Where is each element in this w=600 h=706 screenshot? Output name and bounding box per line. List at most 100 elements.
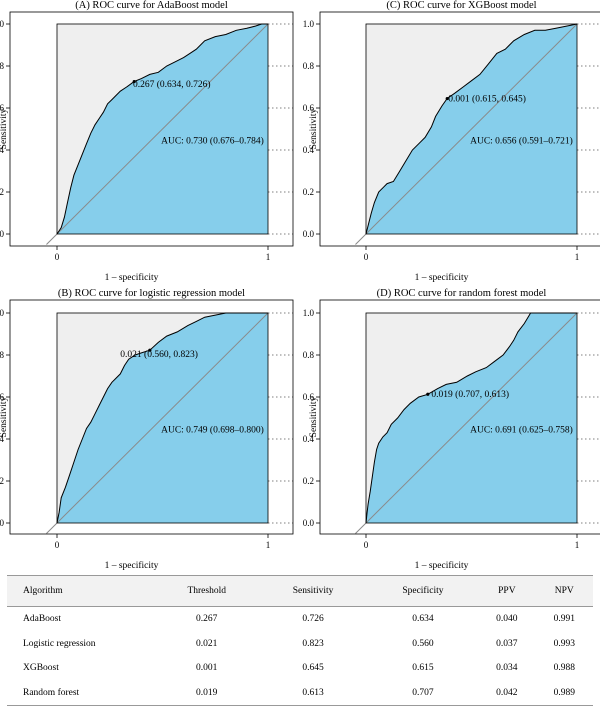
roc-panel-b: 0.0 0.2 0.4 0.6 0.8 1.0 0 1 (B) ROC curve for lo… <box>0 288 294 570</box>
roc-curve <box>56 312 268 524</box>
panel-title: (A) ROC curve for AdaBoost model <box>75 0 228 11</box>
cell-threshold: 0.001 <box>196 663 218 674</box>
table-row: Logistic regression 0.021 0.823 0.560 0.… <box>7 632 593 657</box>
plot-border <box>56 23 269 235</box>
plot-border <box>56 312 269 524</box>
panel-title: (D) ROC curve for random forest model <box>377 288 547 299</box>
x-tick-label: 1 <box>575 540 580 550</box>
threshold-annotation: 0.267 (0.634, 0.726) <box>133 79 211 90</box>
header-npv: NPV <box>535 575 593 607</box>
x-axis-label: 1 – specificity <box>105 560 159 570</box>
auc-label: AUC: 0.749 (0.698–0.800) <box>161 425 264 436</box>
header-algorithm: Algorithm <box>7 575 155 607</box>
y-tick-label: 0.2 <box>303 476 314 486</box>
roc-figure: 0.0 0.2 0.4 0.6 0.8 1.0 0 1 (A) ROC curve for Ad… <box>0 0 600 570</box>
results-table: Algorithm Threshold Sensitivity Specific… <box>7 575 593 706</box>
table-header-row: Algorithm Threshold Sensitivity Specific… <box>7 575 593 607</box>
diagonal-line <box>46 23 269 245</box>
y-tick-label: 0.0 <box>303 518 315 528</box>
auc-label: AUC: 0.730 (0.676–0.784) <box>161 136 264 147</box>
roc-curve <box>365 23 578 235</box>
auc-label: AUC: 0.656 (0.591–0.721) <box>470 136 573 147</box>
x-tick-label: 0 <box>364 252 369 262</box>
y-tick-label: 1.0 <box>0 308 5 318</box>
panel-title: (B) ROC curve for logistic regression mo… <box>58 288 245 299</box>
cell-npv: 0.989 <box>535 680 593 706</box>
cell-sensitivity: 0.613 <box>258 680 368 706</box>
cell-threshold: 0.267 <box>196 614 218 625</box>
panel-frame <box>9 11 294 247</box>
plot-border <box>365 23 578 235</box>
threshold-annotation: 0.001 (0.615, 0.645) <box>448 94 526 105</box>
y-tick-label: 0.2 <box>0 187 4 197</box>
cell-ppv: 0.040 <box>496 614 518 625</box>
table-row: XGBoost 0.001 0.645 0.615 0.034 0.988 <box>7 656 593 681</box>
cell-threshold: 0.019 <box>155 680 259 706</box>
y-tick-label: 0.8 <box>303 350 315 360</box>
cell-ppv: 0.042 <box>478 680 536 706</box>
y-tick-label: 0.8 <box>0 350 5 360</box>
threshold-point <box>426 392 430 396</box>
cell-npv: 0.988 <box>553 663 575 674</box>
y-tick-label: 0.8 <box>0 61 5 71</box>
roc-curve <box>56 23 268 235</box>
x-axis-label: 1 – specificity <box>415 272 469 283</box>
y-axis-label: Sensitivity <box>0 108 9 149</box>
y-tick-label: 0.2 <box>303 187 314 197</box>
table-row: AdaBoost 0.267 0.726 0.634 0.040 0.991 <box>7 607 593 632</box>
threshold-point <box>445 96 449 101</box>
y-tick-label: 1.0 <box>303 19 315 29</box>
cell-npv: 0.991 <box>553 614 575 625</box>
y-tick-label: 0.6 <box>303 392 315 402</box>
y-tick-label: 0.6 <box>303 103 315 113</box>
x-tick-label: 0 <box>55 252 60 262</box>
x-tick-label: 1 <box>266 252 271 262</box>
roc-panel-d: 0.0 0.2 0.4 0.6 0.8 1.0 0 1 (D) ROC curve for ra… <box>303 288 600 570</box>
table-row: Random forest 0.019 0.613 0.707 0.042 0.… <box>7 680 593 706</box>
x-tick-label: 0 <box>364 540 369 550</box>
roc-panel-c: 0.0 0.2 0.4 0.6 0.8 1.0 0 1 (C) ROC curve for XG… <box>303 0 600 283</box>
cell-specificity: 0.634 <box>412 614 434 625</box>
cell-specificity: 0.615 <box>412 663 434 674</box>
cell-algorithm: Random forest <box>7 680 155 706</box>
threshold-annotation: 0.019 (0.707, 0.613) <box>431 389 509 400</box>
diagonal-line <box>355 312 578 534</box>
x-tick-label: 1 <box>266 540 271 550</box>
header-ppv: PPV <box>478 575 536 607</box>
y-axis-label: Sensitivity <box>309 108 319 149</box>
panel-title: (C) ROC curve for XGBoost model <box>386 0 536 11</box>
x-tick-label: 0 <box>55 540 60 550</box>
threshold-point <box>132 79 136 84</box>
cell-specificity: 0.707 <box>367 680 479 706</box>
cell-specificity: 0.560 <box>412 638 434 649</box>
cell-threshold: 0.021 <box>196 638 218 649</box>
y-tick-label: 0.8 <box>303 61 315 71</box>
y-tick-label: 0.0 <box>0 518 5 528</box>
cell-npv: 0.993 <box>553 638 575 649</box>
cell-sensitivity: 0.645 <box>302 663 324 674</box>
x-axis-label: 1 – specificity <box>415 560 469 570</box>
cell-sensitivity: 0.823 <box>302 638 324 649</box>
roc-curve <box>365 312 577 524</box>
cell-sensitivity: 0.726 <box>302 614 324 625</box>
y-tick-label: 0.6 <box>0 103 5 113</box>
y-tick-label: 0.4 <box>0 145 5 155</box>
y-tick-label: 1.0 <box>0 19 5 29</box>
y-tick-label: 0.0 <box>0 229 5 239</box>
y-tick-label: 0.4 <box>303 434 315 444</box>
cell-algorithm: Logistic regression <box>23 638 96 649</box>
auc-label: AUC: 0.691 (0.625–0.758) <box>470 425 573 436</box>
panel-frame <box>319 299 600 535</box>
y-axis-label: Sensitivity <box>309 396 319 437</box>
cell-algorithm: AdaBoost <box>23 614 61 625</box>
y-tick-label: 0.4 <box>0 434 5 444</box>
diagonal-line <box>46 312 269 534</box>
header-sensitivity: Sensitivity <box>258 575 368 607</box>
header-threshold: Threshold <box>155 575 259 607</box>
y-tick-label: 0.4 <box>303 145 315 155</box>
x-axis-label: 1 – specificity <box>105 272 159 283</box>
plot-border <box>365 312 578 524</box>
y-tick-label: 1.0 <box>303 308 315 318</box>
header-specificity: Specificity <box>367 575 479 607</box>
y-tick-label: 0.6 <box>0 392 5 402</box>
